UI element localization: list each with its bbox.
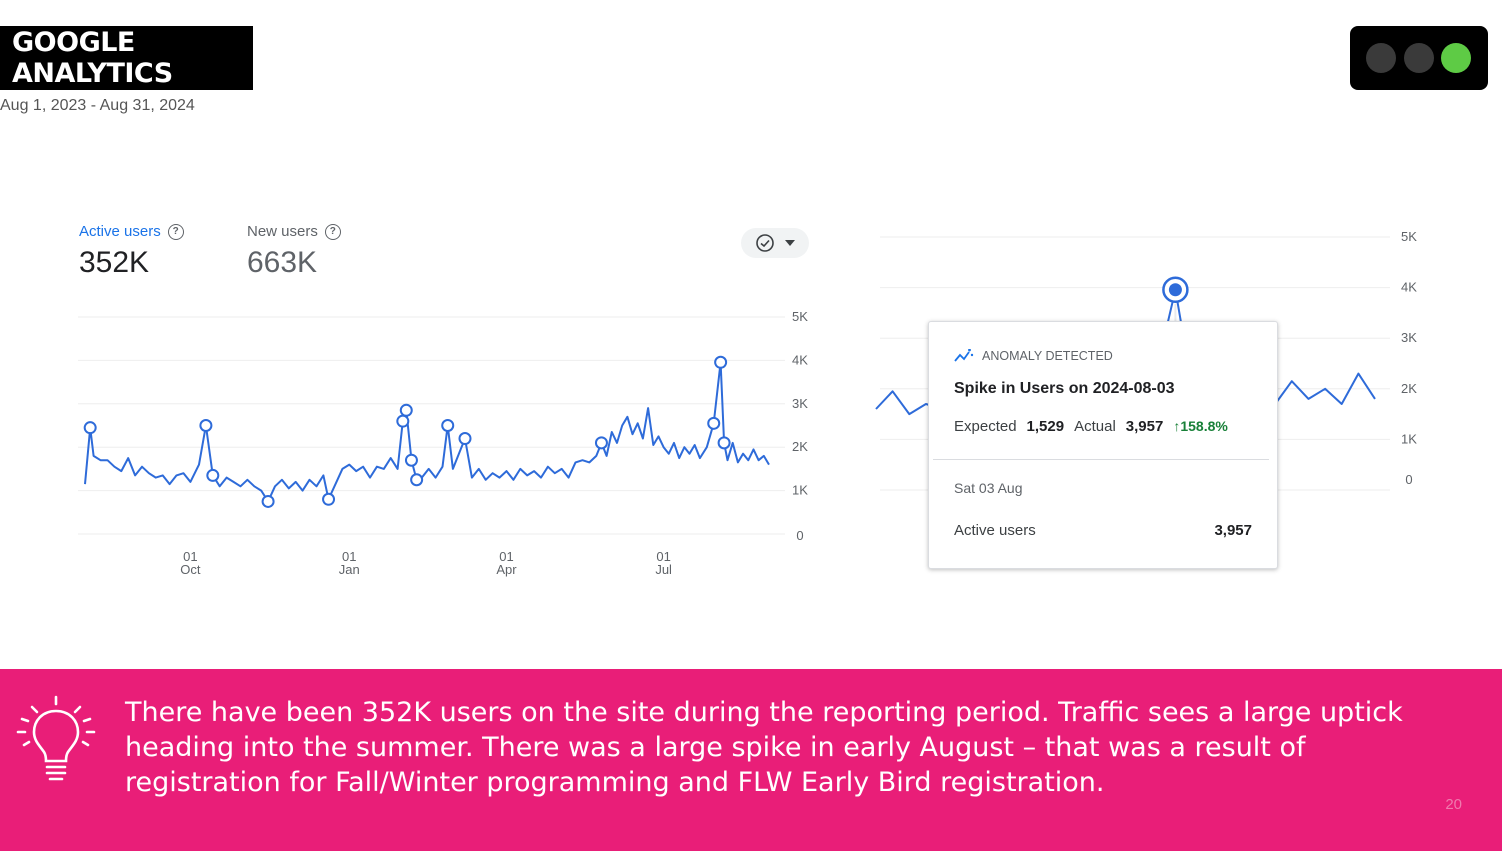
y-tick-label: 0 <box>796 528 803 543</box>
y-tick-label: 5K <box>1401 229 1417 244</box>
help-icon[interactable]: ? <box>167 223 184 240</box>
anomaly-marker[interactable] <box>594 436 608 450</box>
x-tick-month: Jul <box>655 562 672 577</box>
anomaly-tag: ANOMALY DETECTED <box>982 349 1113 363</box>
anomaly-tooltip: ANOMALY DETECTED Spike in Users on 2024-… <box>928 321 1278 569</box>
y-tick-label: 1K <box>1401 431 1417 446</box>
anomaly-values: Expected 1,529 Actual 3,957 ↑158.8% <box>954 418 1228 435</box>
x-tick-month: Jan <box>339 562 360 577</box>
x-tick-month: Oct <box>180 562 201 577</box>
x-tick-month: Apr <box>496 562 517 577</box>
help-icon[interactable]: ? <box>324 223 341 240</box>
new-users-tab[interactable]: New users ? <box>247 223 341 240</box>
x-tick-day: 01 <box>499 549 513 564</box>
anomaly-marker[interactable] <box>322 492 336 506</box>
arrow-up-icon: ↑ <box>1173 418 1181 434</box>
insight-banner: There have been 352K users on the site d… <box>0 669 1502 851</box>
lightbulb-icon <box>16 695 96 781</box>
anomaly-marker[interactable] <box>714 355 728 369</box>
y-tick-label: 3K <box>1401 330 1417 345</box>
y-tick-label: 2K <box>792 439 808 454</box>
divider <box>933 459 1269 460</box>
control-light-1 <box>1366 43 1396 73</box>
anomaly-date: Sat 03 Aug <box>954 480 1023 496</box>
x-tick-day: 01 <box>183 549 197 564</box>
active-users-label: Active users <box>79 223 161 240</box>
anomaly-marker[interactable] <box>458 432 472 446</box>
metric-value: 3,957 <box>1214 522 1252 539</box>
caret-down-icon <box>785 240 795 246</box>
anomaly-marker[interactable] <box>261 494 275 508</box>
anomaly-marker[interactable] <box>441 419 455 432</box>
active-users-tab[interactable]: Active users ? <box>79 223 184 240</box>
anomaly-marker[interactable] <box>717 436 731 450</box>
actual-label: Actual <box>1074 418 1116 435</box>
control-light-2 <box>1404 43 1434 73</box>
anomaly-marker[interactable] <box>707 416 721 430</box>
date-range: Aug 1, 2023 - Aug 31, 2024 <box>0 97 195 114</box>
new-users-value: 663K <box>247 246 318 279</box>
y-tick-label: 2K <box>1401 381 1417 396</box>
anomaly-marker[interactable] <box>199 419 213 432</box>
change-value: 158.8% <box>1180 418 1228 434</box>
y-tick-label: 4K <box>792 352 808 367</box>
new-users-label: New users <box>247 223 318 240</box>
y-tick-label: 4K <box>1401 280 1417 295</box>
anomaly-marker[interactable] <box>399 403 413 417</box>
page-number: 20 <box>1445 796 1462 813</box>
expected-value: 1,529 <box>1026 418 1065 435</box>
anomaly-marker[interactable] <box>404 453 418 467</box>
active-users-value: 352K <box>79 246 150 279</box>
window-controls <box>1350 26 1488 90</box>
y-tick-label: 0 <box>1405 472 1412 487</box>
anomaly-icon <box>954 349 974 362</box>
anomaly-marker[interactable] <box>206 468 220 482</box>
change-badge: ↑158.8% <box>1173 418 1227 434</box>
highlight-dot <box>1168 283 1182 297</box>
anomaly-marker[interactable] <box>83 421 97 435</box>
check-circle-icon <box>756 234 774 252</box>
comparison-dropdown[interactable] <box>741 228 809 258</box>
control-light-3 <box>1441 43 1471 73</box>
y-tick-label: 1K <box>792 483 808 498</box>
y-tick-label: 3K <box>792 396 808 411</box>
anomaly-title: Spike in Users on 2024-08-03 <box>954 380 1175 397</box>
actual-value: 3,957 <box>1125 418 1164 435</box>
insight-text: There have been 352K users on the site d… <box>125 697 1403 798</box>
anomaly-marker[interactable] <box>410 473 424 487</box>
metric-label: Active users <box>954 522 1036 539</box>
x-tick-day: 01 <box>342 549 356 564</box>
expected-label: Expected <box>954 418 1017 435</box>
y-tick-label: 5K <box>792 309 808 324</box>
x-tick-day: 01 <box>656 549 670 564</box>
page-title: GOOGLE ANALYTICS <box>0 26 253 90</box>
